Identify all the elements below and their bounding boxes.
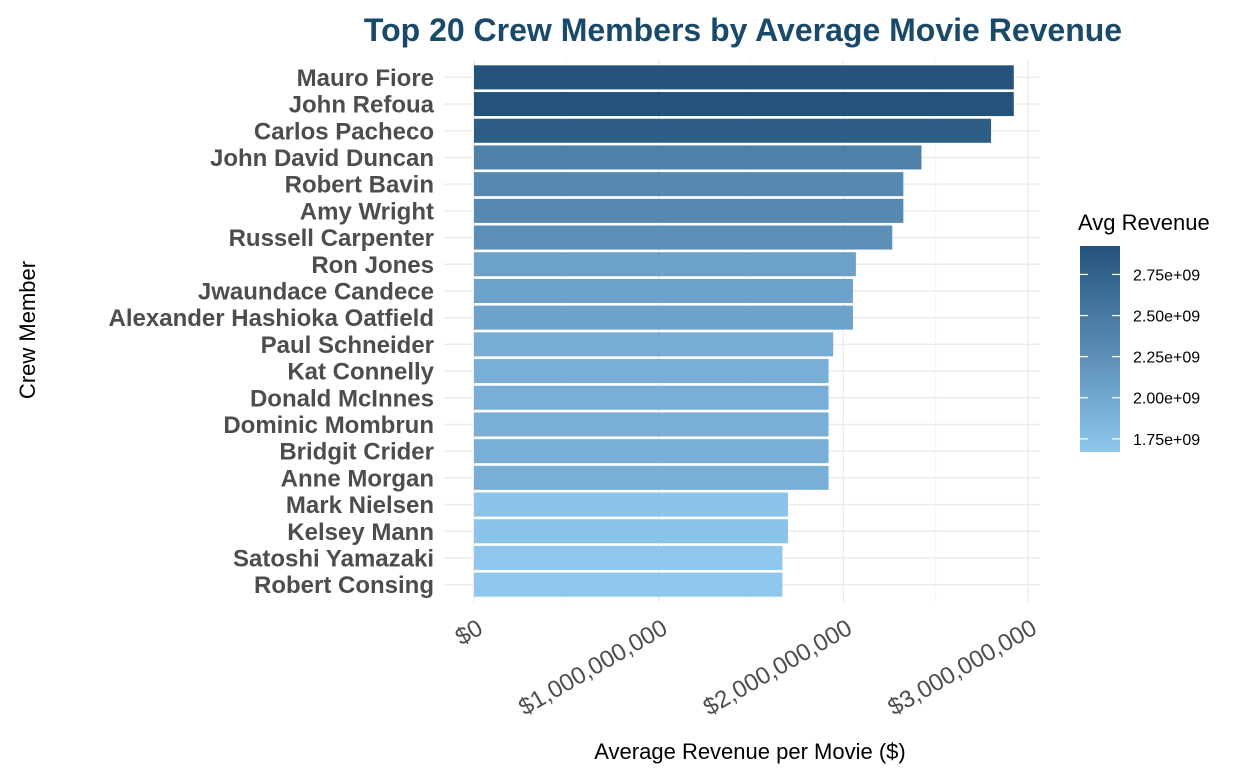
category-label: Robert Bavin [285, 172, 434, 199]
bar [474, 332, 834, 357]
category-label: Paul Schneider [261, 332, 434, 359]
category-label: John Refoua [289, 92, 435, 119]
chart-title: Top 20 Crew Members by Average Movie Rev… [364, 12, 1122, 48]
x-tick-label: $0 [451, 614, 488, 651]
category-label: Mauro Fiore [297, 65, 434, 92]
category-label: John David Duncan [210, 145, 434, 172]
bar [474, 439, 829, 464]
category-label: Kat Connelly [287, 359, 434, 386]
category-label: Ron Jones [311, 252, 434, 279]
category-label: Bridgit Crider [279, 439, 434, 466]
x-axis-title: Average Revenue per Movie ($) [594, 739, 905, 764]
legend-colorbar [1080, 246, 1120, 452]
category-label: Russell Carpenter [229, 225, 434, 252]
bar [474, 412, 829, 437]
legend-title: Avg Revenue [1078, 210, 1210, 235]
category-label: Mark Nielsen [286, 492, 434, 519]
bar [474, 385, 829, 410]
legend-tick-label: 1.75e+09 [1133, 432, 1200, 449]
bar [474, 252, 856, 277]
category-label: Jwaundace Candece [198, 278, 434, 305]
category-label: Amy Wright [300, 198, 434, 225]
legend-ticks: 1.75e+09 2.00e+09 2.25e+09 2.50e+09 2.75e+09 [1080, 267, 1200, 449]
category-label: Kelsey Mann [287, 519, 434, 546]
x-tick-label: $1,000,000,000 [514, 614, 672, 721]
bar [474, 198, 904, 223]
bar [474, 519, 788, 544]
x-tick-label: $2,000,000,000 [699, 614, 857, 721]
bar [474, 172, 904, 197]
legend-tick-label: 2.25e+09 [1133, 350, 1200, 367]
bar [474, 545, 783, 570]
category-label: Satoshi Yamazaki [233, 545, 434, 572]
color-legend: Avg Revenue 1.75e+09 2.00e+09 2.25e+09 2.50… [1078, 210, 1210, 452]
category-label: Dominic Mombrun [223, 412, 434, 439]
category-label: Robert Consing [254, 572, 434, 599]
bars [474, 65, 1014, 597]
bar [474, 225, 893, 250]
category-label: Anne Morgan [281, 465, 434, 492]
x-tick-label: $3,000,000,000 [883, 614, 1041, 721]
legend-tick-label: 2.00e+09 [1133, 391, 1200, 408]
x-axis-ticks: $0 $1,000,000,000 $2,000,000,000 $3,000,000… [451, 614, 1042, 721]
bar [474, 572, 783, 597]
legend-tick-label: 2.75e+09 [1133, 267, 1200, 284]
bar [474, 278, 853, 303]
category-label: Alexander Hashioka Oatfield [109, 305, 434, 332]
bar [474, 305, 853, 330]
bar [474, 145, 922, 170]
category-label: Carlos Pacheco [254, 118, 434, 145]
bar [474, 118, 992, 143]
bar [474, 65, 1014, 90]
bar [474, 465, 829, 490]
bar [474, 492, 788, 517]
category-label: Donald McInnes [250, 385, 434, 412]
bar [474, 359, 829, 384]
legend-tick-label: 2.50e+09 [1133, 309, 1200, 326]
y-axis-title: Crew Member [15, 261, 40, 399]
bar [474, 92, 1014, 117]
